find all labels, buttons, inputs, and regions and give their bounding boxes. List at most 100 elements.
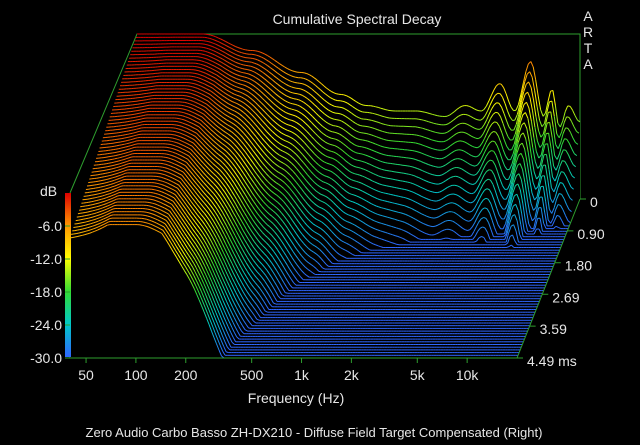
decay-slice-segment [350, 134, 354, 137]
decay-slice-segment [301, 100, 304, 103]
decay-slice-segment [330, 110, 334, 113]
decay-slice-segment [209, 45, 213, 47]
decay-slice-segment [360, 153, 364, 155]
decay-slice-segment [433, 183, 437, 185]
decay-slice-segment [385, 124, 389, 126]
decay-slice-segment [484, 161, 489, 166]
decay-slice-segment [448, 121, 452, 125]
decay-slice-segment [216, 40, 220, 43]
decay-slice-segment [306, 117, 310, 121]
decay-slice-segment [303, 89, 307, 92]
decay-slice-segment [540, 133, 544, 138]
decay-slice-segment [495, 111, 499, 114]
decay-slice-segment [248, 65, 251, 67]
decay-slice-segment [499, 152, 503, 160]
decay-slice-segment [414, 167, 418, 169]
decay-slice-segment [572, 110, 576, 116]
decay-slice-segment [373, 135, 377, 138]
decay-slice-segment [336, 119, 340, 121]
decay-slice-segment [445, 123, 449, 126]
decay-slice-segment [276, 88, 280, 92]
decay-slice-segment [286, 67, 290, 71]
decay-slice-segment [384, 184, 388, 187]
decay-slice-segment [215, 70, 219, 73]
decay-slice-segment [232, 72, 236, 75]
decay-slice-segment [553, 185, 557, 193]
decay-slice-segment [239, 83, 243, 86]
decay-slice-segment [467, 114, 471, 117]
decay-slice-segment [259, 74, 263, 78]
decay-slice-segment [279, 102, 283, 105]
decay-slice-segment [420, 127, 423, 129]
decay-slice-segment [267, 65, 271, 68]
decay-slice-segment [270, 100, 274, 104]
decay-slice-segment [317, 87, 321, 91]
decay-slice-segment [221, 69, 225, 73]
decay-slice-segment [415, 142, 419, 145]
decay-slice-segment [368, 148, 372, 151]
decay-slice-segment [233, 68, 237, 71]
decay-slice-segment [570, 186, 574, 190]
decay-slice-segment [336, 152, 339, 156]
decay-slice-segment [312, 116, 316, 120]
decay-slice-segment [371, 149, 375, 152]
decay-slice-segment [388, 209, 392, 211]
decay-slice-segment [135, 116, 139, 118]
decay-slice-segment [281, 103, 285, 107]
decay-slice-segment [535, 116, 539, 131]
decay-slice-segment [482, 114, 486, 119]
decay-slice-segment [285, 72, 289, 76]
decay-slice-segment [534, 90, 538, 107]
decay-slice-segment [529, 131, 534, 148]
decay-slice-segment [449, 112, 453, 116]
decay-slice-segment [253, 75, 257, 78]
decay-slice-segment [502, 97, 506, 104]
decay-slice-segment [476, 145, 480, 149]
decay-slice-segment [535, 151, 540, 159]
decay-slice-segment [452, 142, 456, 145]
decay-slice-segment [422, 111, 426, 113]
decay-slice-segment [353, 150, 356, 154]
decay-slice-segment [313, 138, 317, 143]
decay-slice-segment [276, 100, 280, 103]
decay-slice-segment [497, 135, 502, 143]
decay-slice-segment [493, 131, 496, 133]
decay-slice-segment [345, 95, 349, 98]
decay-slice-segment [322, 91, 326, 95]
decay-slice-segment [391, 202, 395, 204]
decay-slice-segment [555, 164, 559, 171]
decay-slice-segment [425, 163, 429, 165]
decay-slice-segment [574, 115, 578, 121]
decay-slice-segment [526, 71, 531, 75]
decay-slice-segment [371, 164, 375, 167]
decay-slice-segment [448, 177, 451, 180]
decay-slice-segment [192, 79, 196, 81]
decay-slice-segment [375, 174, 379, 177]
decay-slice-segment [370, 171, 374, 175]
decay-slice-segment [214, 39, 218, 42]
decay-slice-segment [225, 48, 229, 52]
decay-slice-segment [202, 57, 206, 59]
decay-slice-segment [312, 130, 316, 134]
decay-slice-segment [532, 110, 536, 128]
decay-slice-segment [568, 209, 572, 212]
decay-slice-segment [536, 185, 540, 198]
decay-slice-segment [288, 96, 292, 99]
decay-slice-segment [235, 61, 239, 64]
decay-slice-segment [360, 167, 364, 170]
decay-slice-segment [269, 93, 273, 97]
decay-slice-segment [477, 175, 481, 181]
decay-slice-segment [557, 142, 562, 149]
decay-slice-segment [528, 141, 533, 159]
decay-slice-segment [345, 160, 349, 164]
decay-slice-segment [550, 148, 555, 167]
decay-slice-segment [393, 210, 397, 213]
decay-slice-segment [347, 147, 352, 151]
decay-slice-segment [577, 119, 581, 123]
decay-slice-segment [430, 147, 434, 150]
decay-slice-segment [314, 132, 319, 137]
decay-slice-segment [299, 105, 303, 109]
decay-slice-segment [337, 146, 341, 149]
decay-slice-segment [219, 64, 223, 68]
decay-slice-segment [291, 86, 294, 89]
